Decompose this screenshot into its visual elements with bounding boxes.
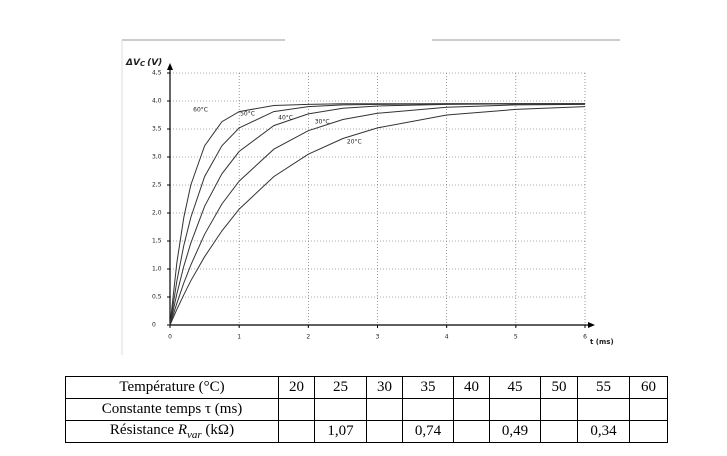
temperature: 20 bbox=[278, 376, 315, 399]
resistance: 1,07 bbox=[314, 420, 367, 443]
x-axis-label: t (ms) bbox=[590, 338, 614, 346]
header-row: Température (°C) 20 25 30 35 40 45 50 55 60 bbox=[65, 376, 668, 399]
curve-label: 30°C bbox=[315, 118, 330, 125]
empty-cell bbox=[366, 398, 403, 421]
temperature: 50 bbox=[540, 376, 578, 399]
x-tick-label: 4 bbox=[445, 334, 449, 341]
resistance: 0,34 bbox=[577, 420, 630, 443]
temperature: 30 bbox=[366, 376, 403, 399]
curve-label: 20°C bbox=[347, 138, 362, 145]
temperature: 45 bbox=[489, 376, 541, 399]
curve bbox=[169, 103, 586, 326]
y-tick-label: 1,0 bbox=[152, 266, 162, 273]
row-label: Température (°C) bbox=[65, 376, 279, 399]
curve bbox=[169, 106, 586, 326]
resistance: 0,49 bbox=[489, 420, 541, 443]
y-tick-label: 0,5 bbox=[152, 294, 162, 301]
resistance-row: Résistance Rvar (kΩ) 1,07 0,74 0,49 0,34 bbox=[65, 420, 668, 443]
temperature: 35 bbox=[402, 376, 454, 399]
y-tick-label: 4,0 bbox=[152, 98, 162, 105]
y-tick-label: 3,5 bbox=[152, 126, 162, 133]
chart: ΔVC (V) t (ms) 0 0,5 1,0 1,5 2,0 2,5 3,0 3,5 4,0 4… bbox=[121, 39, 620, 355]
curve bbox=[169, 103, 585, 326]
empty-cell bbox=[453, 420, 490, 443]
y-label-sub: C bbox=[140, 60, 146, 68]
x-tick-label: 3 bbox=[376, 334, 380, 341]
temperature: 55 bbox=[577, 376, 630, 399]
curve-label: 40°C bbox=[278, 114, 293, 121]
empty-cell bbox=[629, 398, 668, 421]
empty-cell bbox=[314, 398, 367, 421]
empty-cell bbox=[629, 420, 668, 443]
y-axis-label: ΔVC (V) bbox=[125, 58, 162, 69]
temperature: 60 bbox=[629, 376, 668, 399]
data-table: Température (°C) 20 25 30 35 40 45 50 55 60 Consta… bbox=[65, 376, 668, 443]
x-arrow bbox=[588, 322, 595, 328]
x-tick-label: 5 bbox=[514, 334, 518, 341]
curve-label: 60°C bbox=[193, 106, 208, 113]
y-label-unit: (V) bbox=[147, 58, 162, 68]
label-word: Résistance bbox=[109, 422, 175, 438]
empty-cell bbox=[540, 398, 578, 421]
row-label: Résistance Rvar (kΩ) bbox=[65, 420, 279, 443]
y-tick-label: 2,0 bbox=[152, 210, 162, 217]
empty-cell bbox=[453, 398, 490, 421]
x-tick-label: 2 bbox=[306, 334, 310, 341]
y-tick-label: 3,0 bbox=[152, 154, 162, 161]
empty-cell bbox=[278, 398, 315, 421]
resistance: 0,74 bbox=[402, 420, 454, 443]
temperature: 40 bbox=[453, 376, 490, 399]
empty-cell bbox=[577, 398, 630, 421]
temperature: 25 bbox=[314, 376, 367, 399]
empty-cell bbox=[366, 420, 403, 443]
y-tick-label: 2,5 bbox=[152, 182, 162, 189]
row-label: Constante temps τ (ms) bbox=[65, 398, 279, 421]
x-tick-label: 0 bbox=[168, 334, 172, 341]
empty-cell bbox=[402, 398, 454, 421]
label-sub: var bbox=[187, 429, 202, 441]
empty-cell bbox=[489, 398, 541, 421]
label-symbol: R bbox=[177, 422, 187, 438]
label-unit: (kΩ) bbox=[205, 422, 235, 438]
x-tick-label: 1 bbox=[237, 334, 241, 341]
empty-cell bbox=[278, 420, 315, 443]
y-label-main: ΔV bbox=[125, 58, 141, 68]
y-tick-label: 0 bbox=[152, 322, 156, 329]
y-tick-label: 4,5 bbox=[152, 70, 162, 77]
curve bbox=[169, 103, 585, 326]
curve-label: 50°C bbox=[240, 110, 255, 117]
y-arrow bbox=[167, 63, 173, 70]
y-tick-label: 1,5 bbox=[152, 238, 162, 245]
x-tick-label: 6 bbox=[583, 334, 587, 341]
time-constant-row: Constante temps τ (ms) bbox=[65, 398, 668, 421]
empty-cell bbox=[540, 420, 578, 443]
